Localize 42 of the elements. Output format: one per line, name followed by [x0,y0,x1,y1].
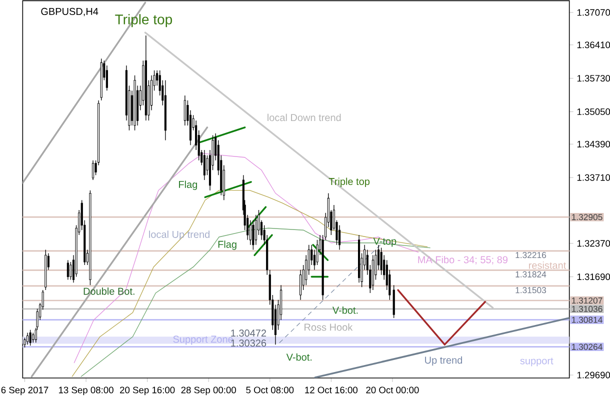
annotation: local Up trend [149,230,210,240]
ref-line-label: 1.30264 [572,344,602,350]
y-tick-label: 1.33710 [577,174,610,181]
annotation: Flag [179,180,198,190]
annotation: 1.30472 [231,329,266,336]
x-tick-label: 28 Sep 00:00 [181,386,236,396]
x-tick-label: 6 Sep 2017 [1,386,48,396]
annotation: V-bot. [332,306,358,314]
ref-line-label: 1.31207 [572,297,602,304]
y-tick-label: 1.31690 [577,273,610,280]
annotation: Flag [218,240,236,250]
annotation: V-bot. [286,353,312,361]
y-tick-label: 1.35730 [577,74,610,82]
ref-line-label: 1.30814 [572,316,602,323]
annotation: 1.30326 [231,339,266,346]
y-tick-label: 1.36410 [577,41,610,48]
x-tick-label: 12 Oct 16:00 [305,386,358,394]
ref-line-label: 1.31503 [516,286,546,294]
annotation: Triple top [115,14,172,27]
x-tick-label: 5 Oct 08:00 [246,386,294,394]
annotation: resistant [529,261,566,269]
y-tick-label: 1.37070 [577,9,610,16]
text: GBPUSD,H4 [41,8,98,16]
x-tick-label: 20 Oct 00:00 [366,386,419,394]
annotation: Ross Hook [304,323,353,331]
ref-line-label: 1.31824 [516,271,546,278]
annotation: Double Bot. [84,287,134,295]
x-tick-label: 20 Sep 16:00 [120,386,175,396]
x-tick-label: 13 Sep 08:00 [58,386,114,396]
band-label: Support Zone [173,336,233,345]
ref-line-label: 1.32216 [516,252,546,258]
y-tick-label: 1.35050 [577,108,610,115]
ref-line-label: 1.32905 [572,214,602,220]
annotation: Up trend [425,356,462,366]
y-tick-label: 1.34390 [577,140,610,148]
annotation: support [520,358,554,366]
annotation: MA Fibo - 34; 55; 89 [418,256,508,264]
y-tick-label: 1.29690 [577,372,610,378]
y-tick-label: 1.32370 [577,240,610,247]
annotation: Triple top [328,178,370,187]
ref-line-label: 1.31036 [572,306,602,312]
annotation: local Down trend [268,114,341,121]
